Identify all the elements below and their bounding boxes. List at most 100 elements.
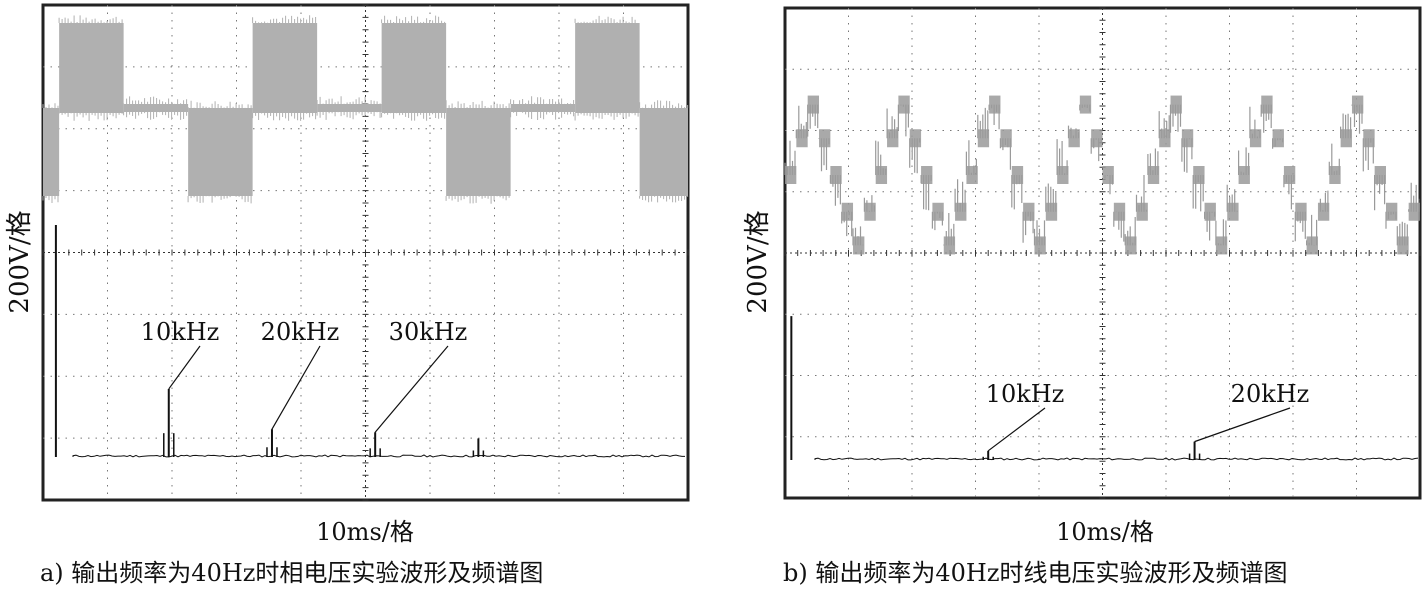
spectrum-leader (374, 345, 449, 433)
waveform-chop (1294, 211, 1306, 242)
waveform-block (317, 104, 382, 112)
waveform-step (1283, 166, 1296, 184)
waveform-block (446, 108, 511, 196)
waveform-step (1159, 129, 1171, 148)
waveform-step (1181, 129, 1194, 148)
grid-a (42, 4, 689, 501)
waveform-chop (931, 211, 943, 231)
waveform-chop (1351, 104, 1363, 134)
waveform-chop (1147, 148, 1159, 175)
waveform-block (381, 23, 447, 113)
waveform-step (1329, 166, 1341, 184)
waveform-chop (1374, 175, 1386, 211)
waveform-step (1057, 166, 1069, 184)
waveform-chop (818, 138, 830, 172)
waveform-block (188, 108, 253, 196)
waveform-chop (943, 213, 955, 246)
waveform-chop (1022, 211, 1034, 243)
waveform-chop (1033, 220, 1046, 246)
waveform-chop (1306, 214, 1318, 246)
waveform-step (864, 202, 876, 221)
waveform-noise (42, 103, 59, 203)
waveform-chop (1204, 211, 1216, 241)
spectrum-label: 10kHz (986, 380, 1065, 408)
waveform-chop (977, 107, 989, 139)
waveform-step (932, 202, 944, 221)
waveform-chop (875, 140, 887, 175)
waveform-step (1170, 95, 1182, 114)
waveform-step (966, 166, 978, 184)
waveform-step (1397, 236, 1409, 255)
waveform-chop (1226, 184, 1238, 212)
waveform-step (1385, 202, 1398, 221)
waveform-noise (187, 100, 252, 204)
waveform-step (1317, 202, 1330, 221)
waveform-chop (1011, 175, 1023, 210)
waveform-chop (1272, 138, 1284, 149)
waveform-chop (1067, 125, 1080, 139)
waveform-a (42, 15, 689, 204)
spectrum-leader (271, 345, 321, 430)
waveform-block (510, 104, 576, 112)
waveform-chop (1181, 138, 1193, 173)
spectrum-labels-a: 10kHz 20kHz 30kHz (141, 318, 468, 433)
waveform-chop (999, 138, 1011, 170)
waveform-chop (1079, 104, 1091, 112)
waveform-step (977, 129, 990, 148)
waveform-step (1408, 202, 1420, 221)
waveform-step (1238, 166, 1250, 184)
waveform-step (1374, 166, 1386, 184)
waveform-noise (381, 15, 446, 121)
waveform-step (830, 166, 842, 184)
waveform-step (1272, 129, 1284, 148)
spectrum-a (54, 224, 685, 458)
waveform-block (639, 108, 688, 196)
spectrum-label: 10kHz (141, 318, 220, 346)
waveform-chop (1396, 221, 1408, 246)
spectrum-baseline (814, 457, 1419, 461)
waveform-noise (445, 100, 510, 204)
ylabel-b: 200V/格 (743, 210, 773, 313)
waveform-step (1023, 202, 1035, 221)
waveform-step (1306, 236, 1318, 255)
waveform-step (796, 129, 808, 148)
spectrum-label: 20kHz (1231, 380, 1310, 408)
waveform-step (1000, 129, 1012, 148)
waveform-chop (1056, 139, 1068, 175)
grid-b (784, 7, 1421, 499)
waveform-step (1351, 95, 1364, 114)
waveform-chop (807, 104, 819, 137)
waveform-step (1215, 236, 1228, 255)
waveform-step (1204, 202, 1216, 221)
waveform-step (807, 95, 820, 114)
waveform-chop (1192, 175, 1204, 212)
waveform-chop (1362, 138, 1374, 172)
spectrum-labels-b: 10kHz 20kHz (986, 380, 1310, 452)
waveform-step (1363, 129, 1375, 148)
waveform-step (1091, 129, 1103, 148)
waveform-chop (886, 108, 898, 139)
waveform-step (1227, 202, 1239, 221)
spectrum-label: 30kHz (389, 318, 468, 346)
waveform-chop (920, 175, 932, 211)
waveform-chop (841, 211, 853, 237)
waveform-chop (829, 175, 841, 206)
waveform-chop (1249, 106, 1261, 139)
waveform-step (1261, 95, 1273, 114)
waveform-step (1068, 129, 1080, 148)
waveform-chop (1215, 219, 1227, 246)
waveform-chop (954, 179, 966, 212)
spectrum-leader (168, 345, 201, 390)
waveform-step (841, 202, 854, 221)
waveform-step (898, 95, 910, 114)
waveform-block (252, 23, 318, 113)
spectrum-leader (987, 407, 1046, 452)
waveform-step (1125, 236, 1137, 255)
waveform-chop (1158, 111, 1170, 139)
waveform-block (123, 104, 189, 112)
waveform-step (943, 236, 956, 255)
panel-a: 10kHz 20kHz 30kHz 200V/格 10ms/格 a) 输出频率为40… (5, 3, 690, 587)
waveform-step (1045, 202, 1058, 221)
waveform-chop (988, 104, 1000, 130)
waveform-noise (123, 96, 188, 120)
